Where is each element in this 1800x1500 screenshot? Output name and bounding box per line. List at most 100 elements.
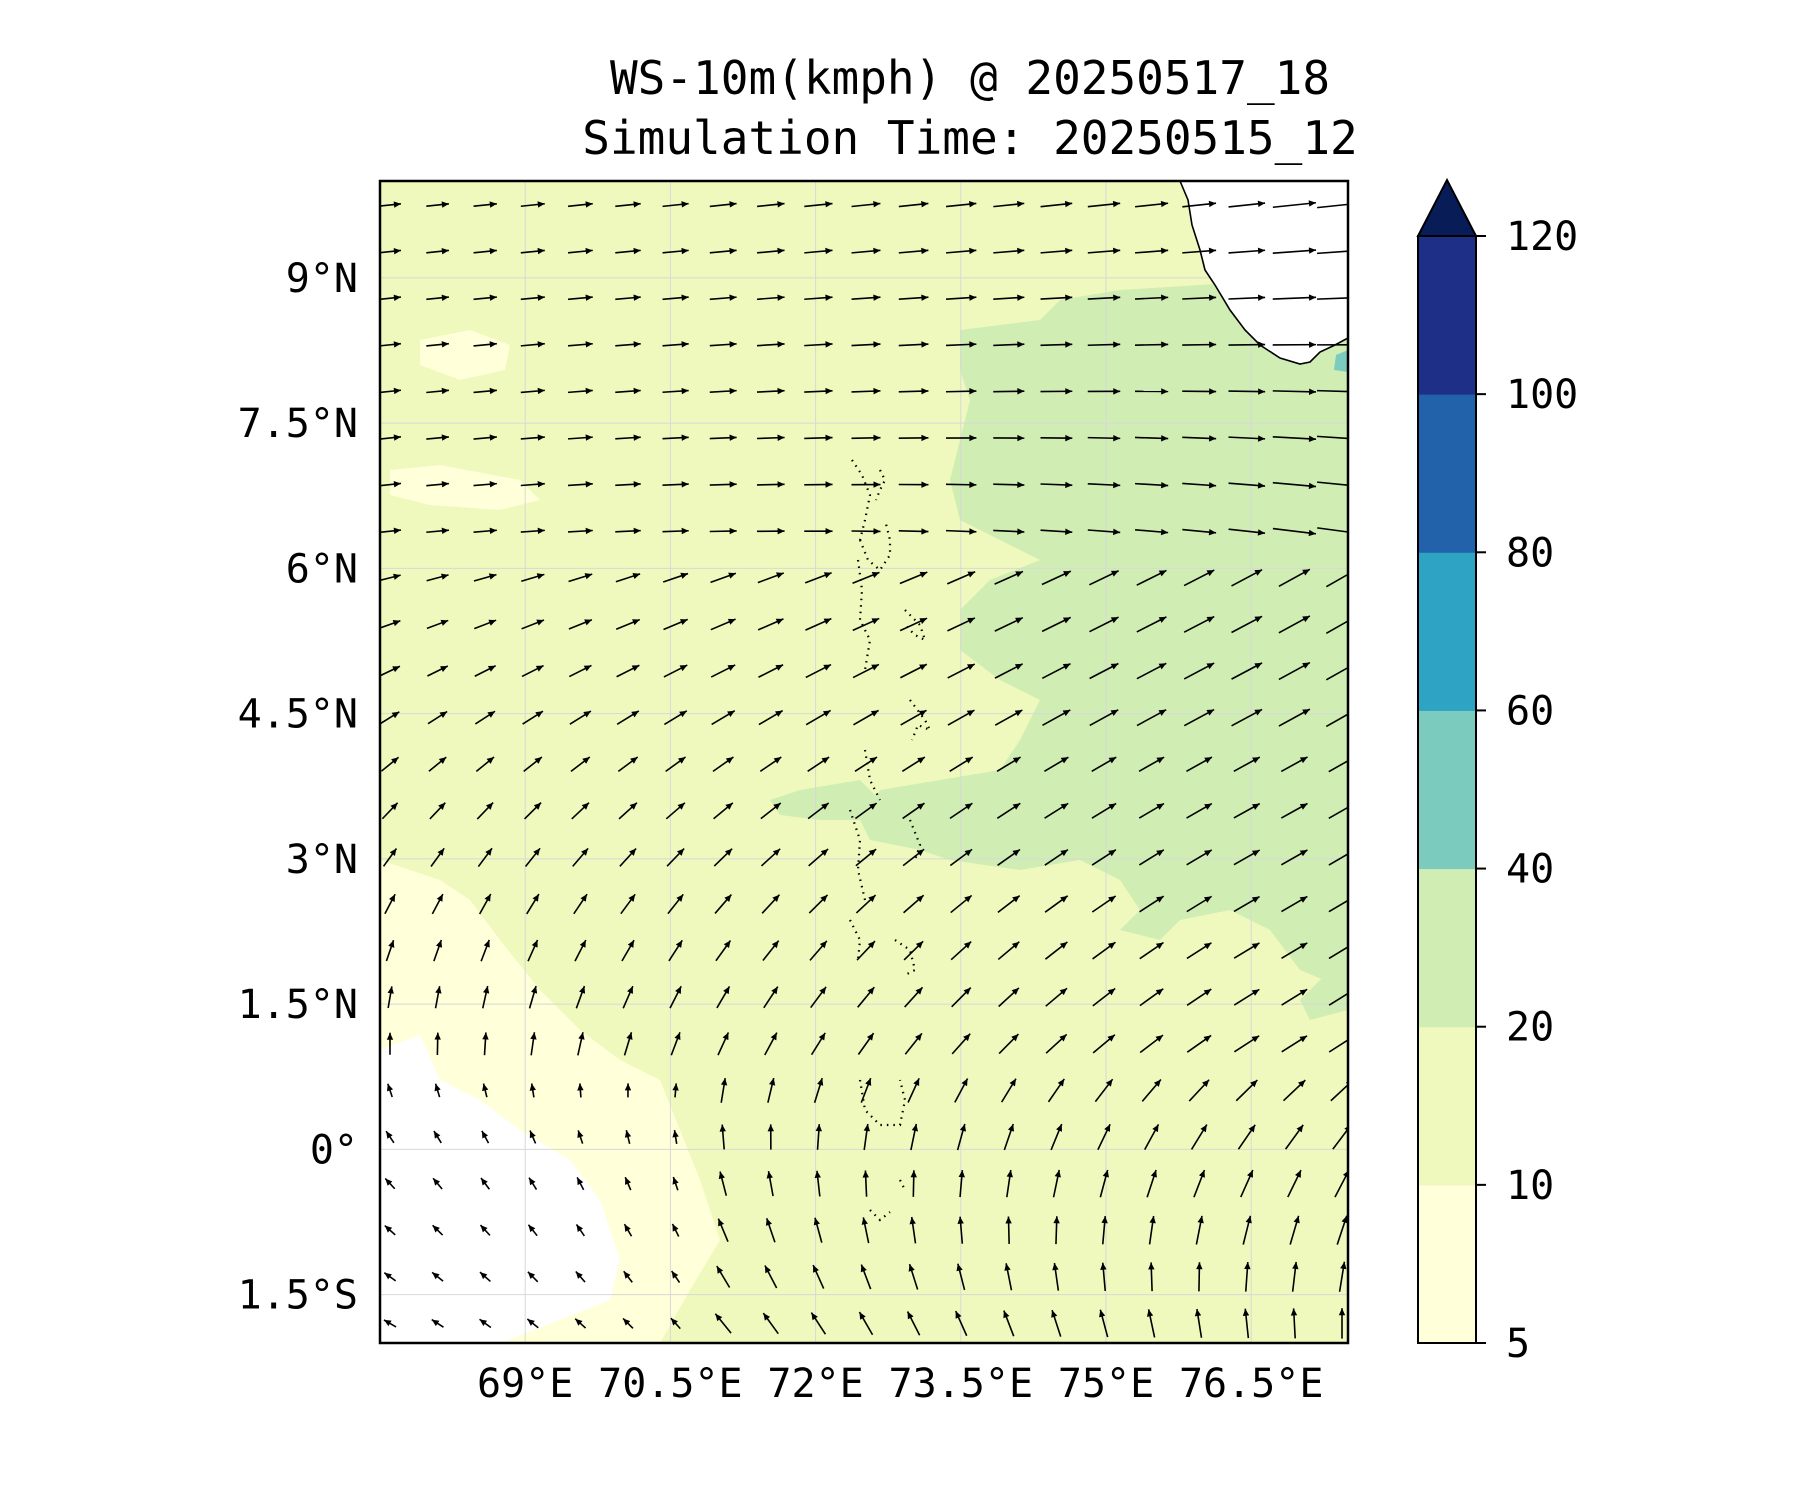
wind-arrow (567, 481, 593, 488)
wind-arrow (804, 571, 832, 584)
wind-arrow (623, 1032, 633, 1056)
wind-arrow (1272, 294, 1317, 301)
wind-arrow (380, 573, 401, 582)
wind-arrow (717, 1032, 730, 1056)
wind-arrow (946, 571, 976, 585)
wind-arrow (1099, 1309, 1109, 1338)
wind-arrow (615, 341, 641, 348)
wind-arrow (574, 1318, 587, 1329)
wind-arrow (669, 985, 682, 1009)
wind-arrow (477, 847, 493, 868)
wind-arrow (710, 572, 737, 584)
wind-arrow (1278, 708, 1311, 727)
lon-tick-label-5: 76.5°E (1179, 1361, 1324, 1407)
lat-tick-label-2: 6°N (286, 546, 358, 592)
wind-vectors (380, 200, 1348, 1339)
wind-arrow (851, 341, 881, 348)
wind-arrow (1242, 1308, 1250, 1339)
wind-arrow (1317, 481, 1348, 486)
wind-arrow (662, 572, 689, 583)
wind-arrow (1188, 1079, 1210, 1102)
wind-arrow (1136, 708, 1167, 727)
wind-arrow (862, 1170, 869, 1197)
wind-arrow (853, 709, 879, 726)
wind-arrow (622, 985, 634, 1009)
wind-arrow (1091, 849, 1117, 866)
wind-arrow (622, 1317, 634, 1329)
wind-arrow (1194, 1308, 1203, 1338)
wind-arrow (858, 1311, 874, 1336)
wind-arrow (812, 1264, 825, 1289)
wind-arrow (430, 847, 445, 867)
wind-arrow (1186, 802, 1213, 819)
wind-arrow (662, 201, 689, 208)
wind-arrow (860, 1264, 872, 1290)
wind-arrow (526, 1318, 539, 1329)
wind-arrow (667, 893, 684, 915)
wind-arrow (1233, 895, 1260, 913)
wind-arrow (1041, 570, 1072, 586)
wind-arrow (994, 570, 1024, 585)
wind-arrow (520, 201, 545, 208)
wind-arrow (1317, 203, 1348, 209)
wind-arrow (945, 294, 977, 301)
wind-arrow (809, 940, 828, 961)
wind-arrow (907, 1077, 920, 1103)
wind-arrow (618, 802, 638, 820)
wind-arrow (1233, 756, 1261, 772)
wind-arrow (380, 341, 402, 348)
wind-arrow (616, 710, 640, 725)
wind-arrow (617, 756, 639, 773)
wind-arrow (1087, 247, 1121, 255)
wind-arrow (1338, 1308, 1346, 1339)
lon-tick-label-1: 70.5°E (598, 1361, 743, 1407)
wind-arrow (380, 619, 401, 629)
wind-arrow (482, 1083, 489, 1098)
wind-arrow (522, 710, 544, 725)
wind-arrow (619, 847, 637, 867)
contour-band-5-10-patch-nw2 (390, 465, 540, 510)
wind-arrow (1003, 1310, 1015, 1337)
wind-arrow (528, 1177, 538, 1190)
wind-arrow (1097, 1123, 1111, 1151)
wind-arrow (713, 802, 734, 820)
wind-arrow (957, 1216, 964, 1244)
contour-band-20-40-east (860, 270, 1348, 990)
wind-arrow (709, 247, 737, 255)
wind-arrow (1228, 341, 1266, 348)
wind-arrow (760, 848, 781, 867)
wind-arrow (767, 1077, 776, 1103)
colorbar-segment-0 (1418, 1184, 1476, 1344)
colorbar: 5 10 20 40 60 80 100 120 (1416, 177, 1578, 1367)
wind-arrow (380, 480, 402, 488)
wind-arrow (993, 294, 1025, 301)
wind-arrow (1051, 1309, 1062, 1337)
wind-arrow (710, 664, 736, 678)
wind-arrow (950, 894, 973, 914)
wind-arrow (1003, 1123, 1015, 1151)
wind-arrow (668, 939, 683, 962)
wind-arrow (1182, 528, 1217, 536)
colorbar-tick-label-0: 5 (1506, 1321, 1530, 1367)
wind-arrow (1281, 942, 1308, 959)
wind-arrow (1231, 708, 1263, 727)
wind-arrow (624, 1083, 632, 1098)
wind-arrow (715, 940, 732, 962)
wind-arrow (1233, 1035, 1260, 1053)
wind-arrow (1044, 941, 1068, 960)
wind-arrow (670, 1032, 681, 1056)
wind-arrow (716, 1265, 731, 1288)
wind-arrow (380, 247, 402, 255)
wind-arrow (951, 1033, 971, 1055)
wind-arrow (902, 802, 925, 820)
wind-arrow (1089, 616, 1119, 633)
wind-arrow (1094, 1078, 1114, 1103)
wind-arrow (1134, 435, 1169, 442)
wind-arrow (672, 1176, 679, 1191)
lat-tick-label-4: 3°N (286, 837, 358, 883)
wind-arrow (851, 481, 881, 488)
wind-arrow (671, 1270, 681, 1284)
wind-arrow (431, 893, 444, 915)
wind-arrow (949, 848, 973, 867)
wind-arrow (711, 710, 736, 726)
